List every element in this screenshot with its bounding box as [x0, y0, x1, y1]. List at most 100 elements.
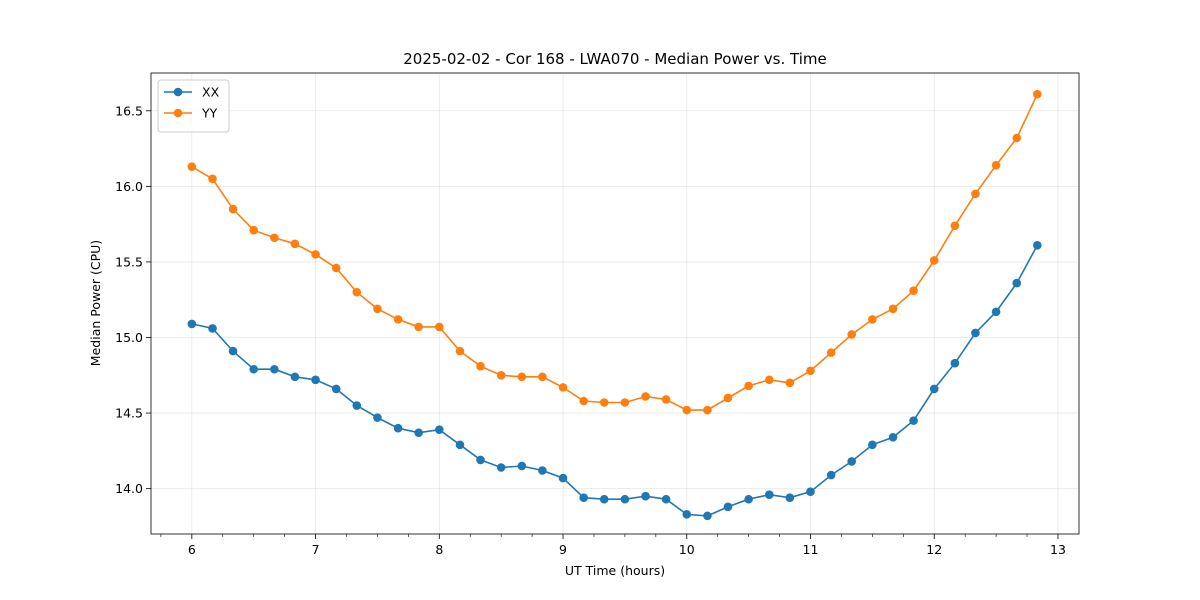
data-point-yy [579, 396, 588, 406]
data-point-yy [682, 405, 692, 415]
legend-label-yy: YY [201, 106, 218, 121]
data-point-yy [868, 315, 877, 324]
data-point-xx [764, 490, 774, 500]
data-point-yy [228, 204, 238, 214]
data-point-xx [641, 491, 650, 501]
data-point-yy [909, 286, 918, 295]
data-point-yy [991, 160, 1001, 170]
data-point-xx [723, 502, 733, 512]
data-point-yy [826, 348, 836, 357]
data-point-yy [1033, 89, 1042, 99]
data-point-yy [208, 174, 217, 184]
data-point-yy [476, 361, 485, 371]
data-point-yy [538, 372, 547, 382]
data-point-yy [888, 304, 898, 314]
data-point-yy [723, 393, 733, 403]
data-point-yy [703, 405, 712, 415]
y-tick-label: 14.0 [115, 481, 143, 496]
data-point-yy [414, 322, 423, 332]
x-tick-label: 8 [435, 542, 443, 557]
data-point-yy [455, 346, 465, 356]
data-point-xx [455, 440, 465, 450]
data-point-xx [971, 328, 980, 338]
data-point-xx [187, 319, 197, 329]
data-point-xx [806, 487, 815, 496]
data-point-xx [929, 384, 939, 394]
data-point-yy [393, 315, 403, 324]
data-point-yy [249, 225, 258, 235]
data-point-yy [311, 250, 320, 259]
data-point-xx [599, 494, 609, 504]
data-point-xx [579, 493, 588, 503]
data-point-xx [847, 457, 857, 466]
data-point-xx [909, 416, 918, 425]
data-point-xx [1033, 241, 1042, 250]
axes: 6 7 8 9 10 11 12 13 14.0 14.5 15.0 15.5 16.0 16.5 [115, 72, 1080, 557]
data-point-yy [764, 375, 774, 385]
data-point-xx [414, 428, 423, 438]
series-layer [187, 89, 1042, 521]
data-point-xx [868, 440, 877, 450]
data-point-xx [208, 324, 217, 333]
data-point-yy [971, 189, 980, 199]
data-point-yy [661, 395, 671, 404]
data-point-yy [373, 304, 382, 314]
grid [151, 73, 1079, 534]
data-point-yy [620, 398, 630, 407]
data-point-yy [950, 221, 960, 230]
data-point-yy [785, 378, 795, 388]
y-tick-label: 16.0 [115, 179, 143, 194]
data-point-xx [703, 511, 712, 521]
data-point-yy [187, 162, 197, 172]
data-point-yy [496, 370, 506, 380]
x-tick-label: 7 [312, 542, 320, 557]
data-point-xx [620, 494, 630, 504]
data-point-xx [290, 372, 300, 382]
data-point-xx [682, 510, 692, 519]
data-point-xx [331, 384, 341, 394]
data-point-yy [558, 383, 568, 392]
y-tick-label: 16.5 [115, 103, 143, 118]
data-point-xx [249, 364, 258, 374]
data-point-xx [1012, 278, 1022, 288]
chart-title: 2025-02-02 - Cor 168 - LWA070 - Median P… [403, 50, 827, 68]
data-point-xx [991, 307, 1001, 317]
data-point-xx [950, 358, 960, 368]
data-point-xx [744, 494, 753, 504]
data-point-yy [929, 256, 939, 265]
data-point-xx [434, 425, 444, 435]
data-point-xx [538, 466, 547, 475]
plot-frame [150, 72, 1080, 535]
data-point-xx [496, 463, 506, 472]
data-point-yy [806, 366, 815, 376]
legend: XX YY [157, 79, 230, 133]
data-point-yy [517, 372, 527, 382]
x-tick-label: 6 [188, 542, 196, 557]
data-point-xx [661, 494, 671, 504]
data-point-xx [270, 364, 279, 374]
data-point-xx [352, 401, 362, 410]
legend-marker-yy [173, 108, 183, 118]
data-point-yy [1012, 133, 1022, 143]
legend-marker-xx [173, 87, 183, 97]
data-point-xx [476, 455, 485, 465]
y-tick-label: 15.5 [115, 254, 143, 269]
x-tick-label: 12 [926, 542, 942, 557]
data-point-yy [290, 239, 300, 249]
x-tick-label: 13 [1050, 542, 1066, 557]
x-tick-label: 11 [803, 542, 819, 557]
x-axis-label: UT Time (hours) [565, 563, 665, 578]
data-point-yy [352, 287, 362, 297]
data-point-yy [847, 330, 857, 339]
y-axis-label: Median Power (CPU) [88, 240, 103, 366]
data-point-yy [331, 263, 341, 273]
data-point-yy [434, 322, 444, 332]
data-point-xx [888, 432, 898, 442]
data-point-xx [558, 473, 568, 483]
y-tick-label: 15.0 [115, 330, 143, 345]
data-point-xx [393, 423, 403, 433]
data-point-xx [228, 346, 238, 356]
x-tick-label: 9 [559, 542, 567, 557]
data-point-xx [373, 413, 382, 422]
